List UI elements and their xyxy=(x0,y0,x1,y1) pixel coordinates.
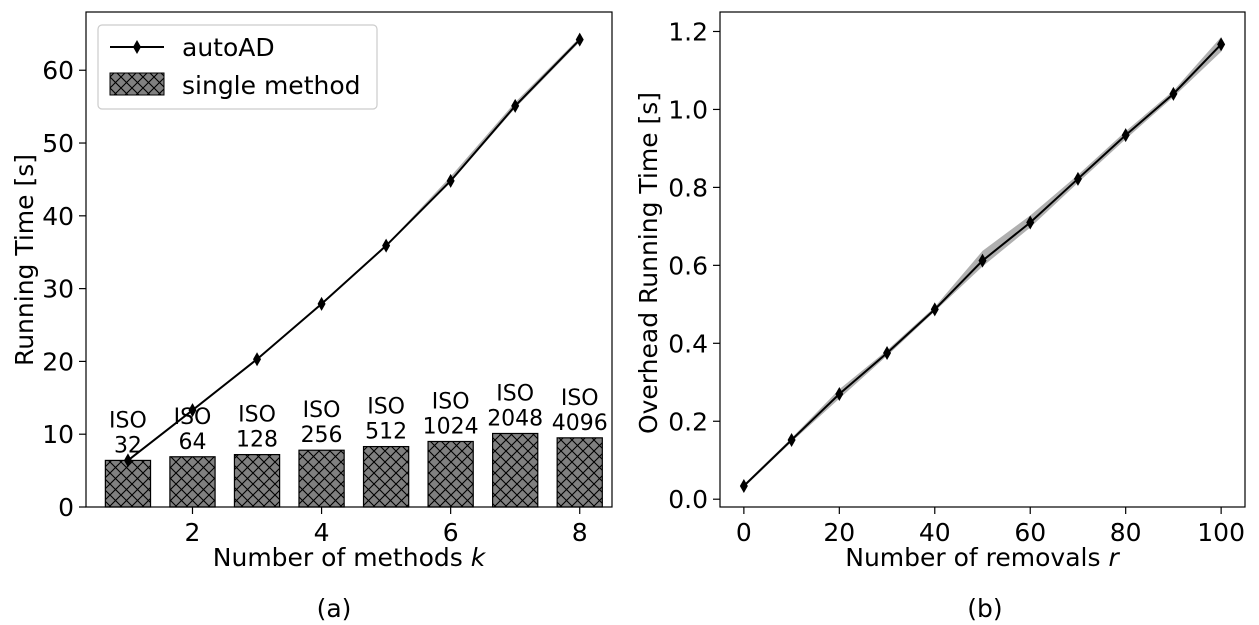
overhead-point xyxy=(1217,37,1226,52)
autoad-point xyxy=(382,238,391,253)
panel-a-chart: ISO32ISO64ISO128ISO256ISO512ISO1024ISO20… xyxy=(10,11,613,623)
single-method-bar xyxy=(233,453,281,508)
bar-label: ISO xyxy=(109,408,147,433)
single-method-bar xyxy=(556,437,603,508)
single-method-bar xyxy=(427,440,474,508)
x-tick-label-b: 80 xyxy=(1110,518,1142,547)
x-tick-label-a: 2 xyxy=(185,518,201,547)
overhead-point xyxy=(739,478,748,493)
y-tick-label-a: 40 xyxy=(42,202,74,231)
bar-label: 1024 xyxy=(423,414,479,439)
x-tick-label-a: 6 xyxy=(443,518,459,547)
legend-box xyxy=(97,24,378,110)
single-method-bar xyxy=(492,432,539,508)
single-method-bars xyxy=(104,432,603,508)
overhead-point xyxy=(930,302,939,317)
x-axis-label-a-text: Number of methods xyxy=(213,543,471,572)
x-axis-label-a-variable: k xyxy=(471,543,487,572)
plot-frame-a xyxy=(85,11,613,508)
overhead-point xyxy=(1026,215,1035,230)
overhead-point xyxy=(1073,171,1082,186)
overhead-point xyxy=(1121,128,1130,143)
bar-label: ISO xyxy=(174,405,212,430)
bar-label: ISO xyxy=(496,381,534,406)
panel-b-chart: 0 20 40 60 80 100 0.0 0.2 0.4 0.6 0.8 1.0 1.2 Overh… xyxy=(634,11,1246,623)
y-tick-label-b: 0.2 xyxy=(668,407,708,436)
overhead-point xyxy=(835,386,844,401)
bar-label: 4096 xyxy=(552,411,608,436)
bar-label: ISO xyxy=(238,403,276,428)
legend-single-method-swatch xyxy=(109,72,165,96)
y-tick-label-b: 1.0 xyxy=(668,95,708,124)
bar-label: ISO xyxy=(561,386,599,411)
bar-label: 128 xyxy=(236,428,278,453)
x-axis-label-b-text: Number of removals xyxy=(845,543,1108,572)
plot-frame-b xyxy=(719,11,1246,508)
overhead-point xyxy=(978,253,987,268)
bar-label: 64 xyxy=(178,430,206,455)
single-method-bar xyxy=(104,459,152,508)
autoad-point xyxy=(123,453,132,468)
bar-label: ISO xyxy=(303,398,341,423)
x-tick-label-b: 100 xyxy=(1197,518,1245,547)
autoad-point xyxy=(446,173,455,188)
y-tick-label-a: 20 xyxy=(42,347,74,376)
y-tick-label-b: 0.8 xyxy=(668,173,708,202)
x-axis-ticks-a: 2 4 6 8 xyxy=(185,507,588,547)
autoad-point xyxy=(511,98,520,113)
bar-label: ISO xyxy=(367,395,405,420)
y-axis-label-a: Running Time [s] xyxy=(10,154,39,366)
y-tick-label-b: 0.0 xyxy=(668,485,708,514)
y-tick-label-a: 10 xyxy=(42,420,74,449)
x-tick-label-b: 60 xyxy=(1014,518,1046,547)
y-axis-ticks-a: 0 10 20 30 40 50 60 xyxy=(42,56,86,522)
legend: autoAD single method xyxy=(97,24,378,110)
legend-single-method-label: single method xyxy=(182,71,361,100)
bar-label: ISO xyxy=(432,389,470,414)
x-tick-label-a: 4 xyxy=(314,518,330,547)
x-tick-label-b: 20 xyxy=(823,518,855,547)
y-tick-label-a: 0 xyxy=(58,493,74,522)
x-axis-ticks-b: 0 20 40 60 80 100 xyxy=(736,507,1245,547)
y-tick-label-a: 30 xyxy=(42,275,74,304)
overhead-point xyxy=(1169,86,1178,101)
x-axis-label-b: Number of removals r xyxy=(845,543,1120,572)
autoad-point xyxy=(253,352,262,367)
autoad-series-line xyxy=(127,38,581,462)
bar-label: 32 xyxy=(114,433,142,458)
y-tick-label-b: 1.2 xyxy=(668,17,708,46)
x-tick-label-a: 8 xyxy=(572,518,588,547)
single-method-bar xyxy=(298,449,345,508)
x-axis-label-a: Number of methods k xyxy=(213,543,487,572)
panel-b-caption: (b) xyxy=(967,594,1002,623)
overhead-point xyxy=(883,346,892,361)
y-axis-ticks-b: 0.0 0.2 0.4 0.6 0.8 1.0 1.2 xyxy=(668,17,720,514)
legend-autoad-label: autoAD xyxy=(182,33,275,62)
overhead-markers xyxy=(739,37,1226,493)
y-axis-label-b: Overhead Running Time [s] xyxy=(634,92,663,434)
bar-label: 512 xyxy=(365,420,407,445)
y-tick-label-a: 60 xyxy=(42,56,74,85)
autoad-line xyxy=(127,38,581,462)
single-method-bar xyxy=(362,445,410,508)
x-axis-label-b-variable: r xyxy=(1108,543,1120,572)
single-method-bar xyxy=(169,456,216,508)
bar-label: 256 xyxy=(301,423,343,448)
autoad-point xyxy=(317,296,326,311)
y-tick-label-a: 50 xyxy=(42,129,74,158)
y-tick-label-b: 0.6 xyxy=(668,251,708,280)
x-tick-label-b: 40 xyxy=(919,518,951,547)
x-tick-label-b: 0 xyxy=(736,518,752,547)
autoad-point xyxy=(188,403,197,418)
overhead-point xyxy=(787,432,796,447)
autoad-markers xyxy=(123,32,584,468)
autoad-point xyxy=(575,32,584,47)
bar-label: 2048 xyxy=(487,406,543,431)
bar-labels: ISO32ISO64ISO128ISO256ISO512ISO1024ISO20… xyxy=(109,381,608,458)
panel-a-caption: (a) xyxy=(317,594,352,623)
legend-autoad-marker xyxy=(133,40,141,54)
y-tick-label-b: 0.4 xyxy=(668,329,708,358)
